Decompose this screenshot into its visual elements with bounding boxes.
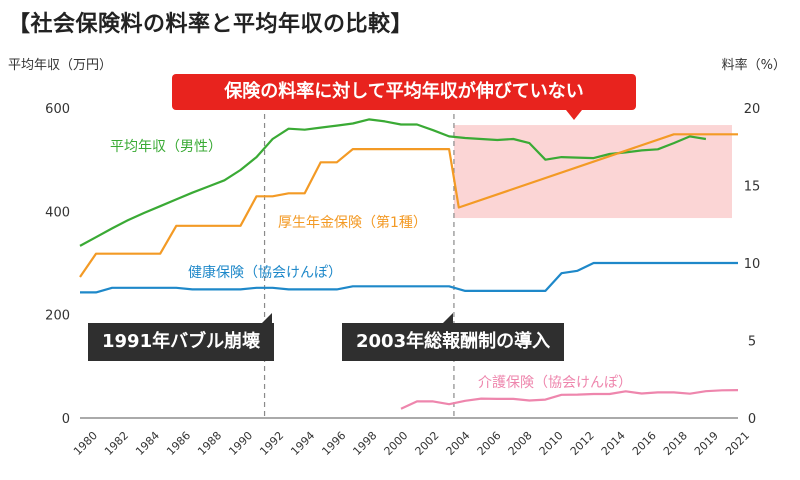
x-tick-label: 2010 bbox=[537, 429, 566, 458]
callout-banner: 保険の料率に対して平均年収が伸びていない bbox=[172, 74, 636, 110]
right-tick-label: 15 bbox=[744, 180, 761, 195]
left-axis-label: 平均年収（万円） bbox=[8, 58, 113, 73]
x-tick-label: 2016 bbox=[630, 429, 659, 458]
series-label-care: 介護保険（協会けんぽ） bbox=[478, 375, 632, 391]
x-tick-label: 2008 bbox=[506, 429, 535, 458]
x-tick-label: 1980 bbox=[71, 429, 100, 458]
x-tick-label: 1990 bbox=[226, 429, 255, 458]
series-line-3 bbox=[80, 261, 738, 294]
x-tick-label: 1982 bbox=[102, 429, 131, 458]
x-tick-label: 2006 bbox=[475, 429, 504, 458]
x-tick-label: 2004 bbox=[444, 429, 473, 458]
right-tick-label: 20 bbox=[744, 102, 761, 117]
x-tick-label: 2002 bbox=[413, 429, 442, 458]
right-axis-label: 料率（%） bbox=[721, 58, 786, 73]
x-tick-label: 1992 bbox=[257, 429, 286, 458]
left-tick-label: 200 bbox=[45, 309, 70, 324]
left-tick-label: 400 bbox=[45, 205, 70, 220]
left-tick-label: 600 bbox=[45, 102, 70, 117]
series-line-1 bbox=[79, 118, 707, 247]
event-pointer-2003 bbox=[443, 313, 453, 323]
x-tick-label: 1998 bbox=[350, 429, 379, 458]
x-tick-label: 2014 bbox=[599, 429, 628, 458]
x-tick-label: 2021 bbox=[723, 429, 752, 458]
x-tick-label: 2000 bbox=[382, 429, 411, 458]
left-tick-label: 0 bbox=[62, 412, 70, 427]
right-tick-label: 0 bbox=[748, 412, 756, 427]
x-tick-label: 2012 bbox=[568, 429, 597, 458]
right-tick-label: 5 bbox=[748, 335, 756, 350]
right-tick-label: 10 bbox=[744, 257, 761, 272]
series-line-4 bbox=[400, 389, 739, 410]
x-tick-label: 1986 bbox=[164, 429, 193, 458]
x-tick-label: 1996 bbox=[319, 429, 348, 458]
x-tick-label: 1994 bbox=[288, 429, 317, 458]
series-label-income: 平均年収（男性） bbox=[110, 139, 222, 155]
x-tick-label: 1988 bbox=[195, 429, 224, 458]
x-tick-label: 2019 bbox=[692, 429, 721, 458]
event-pointer-1991 bbox=[262, 313, 272, 323]
x-tick-label: 1984 bbox=[133, 429, 162, 458]
x-tick-label: 2018 bbox=[661, 429, 690, 458]
series-label-pension: 厚生年金保険（第1種） bbox=[278, 215, 427, 231]
series-label-health: 健康保険（協会けんぽ） bbox=[188, 265, 342, 281]
event-label-1991: 1991年バブル崩壊 bbox=[88, 323, 275, 361]
event-label-2003: 2003年総報酬制の導入 bbox=[342, 323, 565, 361]
chart-title: 【社会保険料の料率と平均年収の比較】 bbox=[8, 12, 414, 37]
callout-pointer bbox=[566, 110, 582, 120]
series-line-2 bbox=[79, 133, 738, 278]
